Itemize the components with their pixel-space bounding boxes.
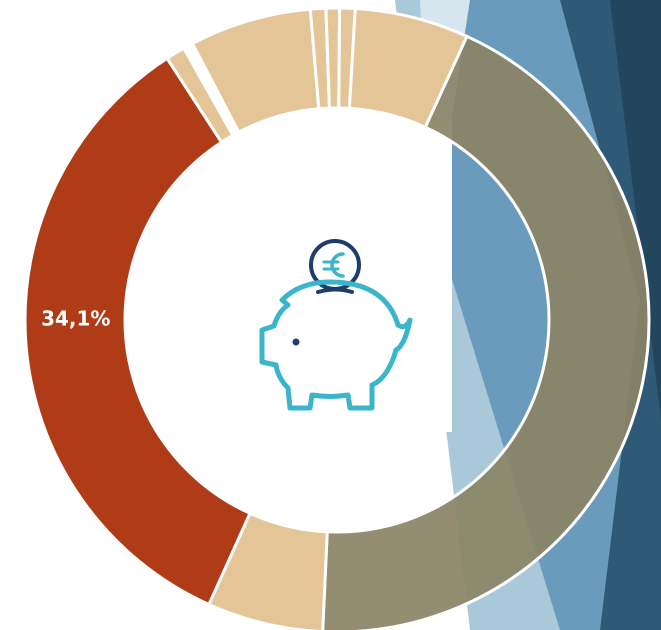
data-label: 34,1% [41,307,110,331]
donut-segment [347,6,469,130]
donut-segment [23,56,252,607]
piggy-bank-icon [259,239,413,411]
donut-segment [321,34,651,630]
donut: 34,1% [23,6,651,630]
